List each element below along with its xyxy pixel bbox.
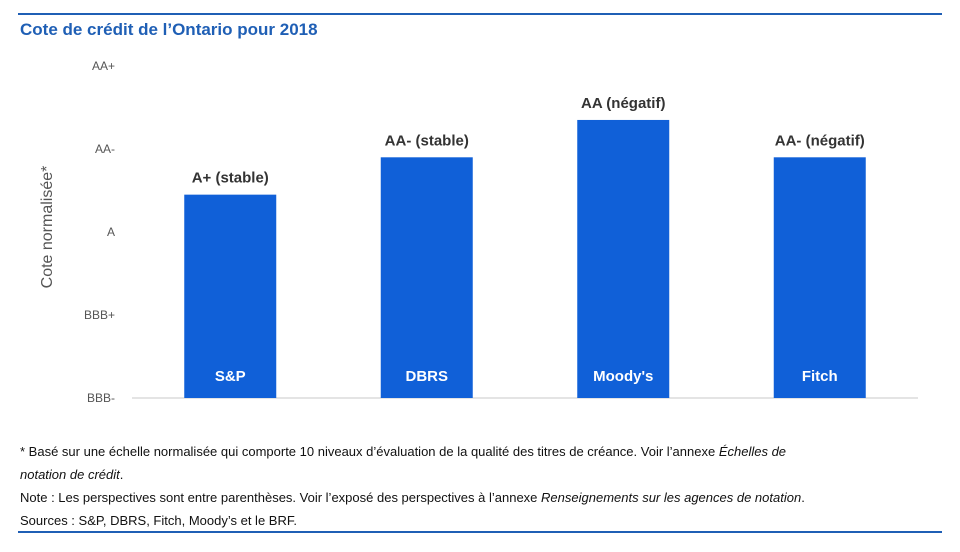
bar-sp — [184, 194, 277, 398]
footnotes: * Basé sur une échelle normalisée qui co… — [20, 440, 940, 532]
bottom-rule — [18, 531, 942, 533]
bar-fitch — [773, 157, 866, 398]
sources-line: Sources : S&P, DBRS, Fitch, Moody’s et l… — [20, 513, 297, 528]
chart-title: Cote de crédit de l’Ontario pour 2018 — [20, 20, 318, 39]
footnote-1-italic-b: notation de crédit — [20, 467, 120, 482]
y-tick-label: A — [107, 225, 115, 239]
footnote-2-italic: Renseignements sur les agences de notati… — [541, 490, 802, 505]
data-label: AA (négatif) — [581, 95, 665, 112]
bar-moodys — [577, 119, 670, 398]
bar-dbrs — [380, 157, 473, 398]
data-label: A+ (stable) — [192, 170, 269, 187]
y-tick-label: AA- — [95, 142, 115, 156]
footnote-2: Note : Les perspectives sont entre paren… — [20, 486, 940, 509]
footnote-2-text: Note : Les perspectives sont entre paren… — [20, 490, 542, 505]
category-label: DBRS — [405, 368, 448, 385]
footnote-2-end: . — [801, 490, 805, 505]
category-label: S&P — [215, 368, 246, 385]
footnote-1-cont: notation de crédit. — [20, 463, 940, 486]
data-label: AA- (stable) — [385, 132, 469, 149]
footnote-1-end: . — [119, 467, 124, 482]
footnote-1: * Basé sur une échelle normalisée qui co… — [20, 440, 940, 463]
top-rule — [18, 13, 942, 15]
category-label: Fitch — [802, 368, 838, 385]
data-label: AA- (négatif) — [775, 132, 865, 149]
footnote-1-text: * Basé sur une échelle normalisée qui co… — [20, 444, 719, 459]
category-label: Moody's — [593, 368, 653, 385]
y-tick-label: AA+ — [92, 59, 115, 73]
footnote-1-italic-a: Échelles de — [718, 444, 787, 459]
y-tick-label: BBB+ — [84, 308, 115, 322]
y-tick-label: BBB- — [87, 391, 115, 405]
bar-chart: BBB- BBB+ A AA- AA+ Cote normalisée* A+ (stabl… — [39, 59, 918, 405]
y-axis-label: Cote normalisée* — [39, 166, 56, 289]
